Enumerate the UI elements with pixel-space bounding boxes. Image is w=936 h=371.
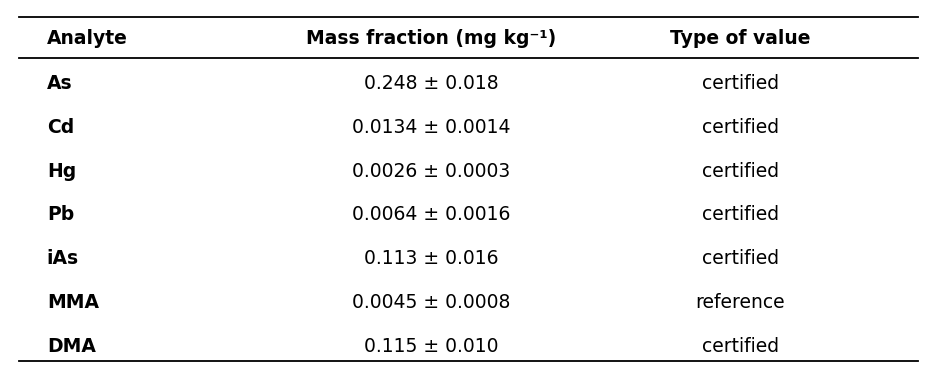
Text: 0.115 ± 0.010: 0.115 ± 0.010 [363,336,498,356]
Text: 0.0045 ± 0.0008: 0.0045 ± 0.0008 [351,293,510,312]
Text: certified: certified [701,249,778,268]
Text: Type of value: Type of value [669,29,810,49]
Text: MMA: MMA [47,293,98,312]
Text: Analyte: Analyte [47,29,127,49]
Text: certified: certified [701,118,778,137]
Text: 0.248 ± 0.018: 0.248 ± 0.018 [363,74,498,93]
Text: Pb: Pb [47,205,74,224]
Text: As: As [47,74,72,93]
Text: 0.0026 ± 0.0003: 0.0026 ± 0.0003 [352,161,509,181]
Text: Cd: Cd [47,118,74,137]
Text: Mass fraction (mg kg⁻¹): Mass fraction (mg kg⁻¹) [305,29,556,49]
Text: certified: certified [701,161,778,181]
Text: 0.113 ± 0.016: 0.113 ± 0.016 [363,249,498,268]
Text: Hg: Hg [47,161,76,181]
Text: certified: certified [701,336,778,356]
Text: iAs: iAs [47,249,79,268]
Text: reference: reference [695,293,784,312]
Text: certified: certified [701,74,778,93]
Text: DMA: DMA [47,336,95,356]
Text: 0.0134 ± 0.0014: 0.0134 ± 0.0014 [351,118,510,137]
Text: 0.0064 ± 0.0016: 0.0064 ± 0.0016 [351,205,510,224]
Text: certified: certified [701,205,778,224]
